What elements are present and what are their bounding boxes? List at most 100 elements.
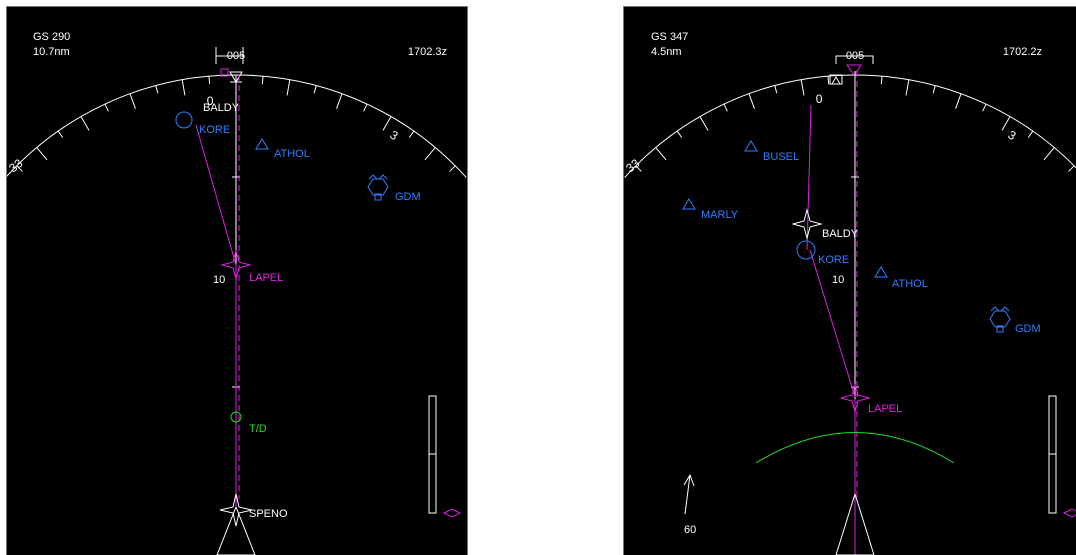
range-to-altitude-arc [755,432,955,464]
compass-tick [80,116,90,131]
selected-heading-bug [220,68,229,77]
waypoint-baldy-label: BALDY [822,228,859,240]
waypoint-kore-label: KORE [199,124,230,136]
top-of-descent-label: T/D [249,423,267,435]
compass-tick [1027,130,1034,138]
compass-tick [313,85,317,94]
compass-arc [624,74,1076,178]
active-waypoint-icon [220,249,252,281]
top-of-descent-icon [230,411,242,423]
heading-readout: 005 [227,50,245,62]
compass-tick [1001,116,1011,131]
waypoint-athol-label: ATHOL [274,148,310,160]
compass-label-3: 3 [1005,128,1018,144]
compass-label-33: 33 [624,156,643,175]
ownship-aircraft-icon [835,493,875,555]
ground-speed: GS 347 [651,31,688,43]
compass-tick [1043,147,1055,161]
vortac-icon [367,174,389,201]
compass-tick [635,165,642,172]
compass-tick [57,130,64,138]
waypoint-triangle-icon [682,198,696,210]
route-leg-kore-lapel [195,124,237,266]
nav-display-right: GS 347 4.5nm 1702.2z 005 0 3 33 10 BUSEL… [623,6,1076,555]
compass-tick [129,93,136,109]
compass-tick [748,93,755,109]
range-label: 10 [832,274,844,286]
compass-label-0: 0 [206,94,214,108]
range-label: 10 [213,274,225,286]
compass-tick [1068,165,1075,172]
active-waypoint-icon [839,383,871,414]
compass-tick [449,165,456,172]
compass-tick [676,130,683,138]
compass-rose [7,74,467,178]
waypoint-speno-label: SPENO [249,508,288,520]
compass-arc [7,74,467,178]
waypoint-lapel-label: LAPEL [249,272,283,284]
heading-pointer [829,74,843,85]
distance-to-waypoint: 4.5nm [651,46,682,58]
waypoint-gdm-label: GDM [395,191,421,203]
compass-rose [624,74,1076,178]
waypoint-gdm-label: GDM [1015,323,1041,335]
compass-tick [363,103,368,112]
compass-tick [424,147,436,161]
waypoint-triangle-icon [255,138,269,150]
compass-tick [723,103,728,112]
compass-tick [36,147,48,161]
waypoint-lapel-label: LAPEL [868,403,902,415]
distance-to-waypoint: 10.7nm [33,46,70,58]
route-leg-baldy [806,104,812,251]
heading-readout: 005 [846,50,864,62]
compass-tick [955,93,962,109]
compass-tick [155,85,159,94]
waypoint-baldy-icon [791,208,823,240]
route-leg-kore-lapel [809,249,856,398]
zulu-time: 1702.3z [408,46,447,58]
compass-tick [699,116,709,131]
compass-tick [16,165,23,172]
wind-arrow-icon [683,473,695,515]
compass-tick [982,103,987,112]
selected-heading-bug [846,64,862,76]
compass-tick [382,116,392,131]
nav-display-left: GS 290 10.7nm 1702.3z 005 0 3 33 10 BALD… [6,6,468,555]
waypoint-speno-icon [219,493,253,527]
waypoint-triangle-icon [744,140,758,152]
waypoint-kore-label: KORE [818,254,849,266]
deviation-pointer-icon [1062,508,1076,518]
compass-tick [336,93,343,109]
compass-tick [655,147,667,161]
heading-box-frame [835,55,874,64]
zulu-time: 1702.2z [1003,46,1042,58]
compass-tick [104,103,109,112]
vor-circle-icon [175,111,193,129]
compass-tick [408,130,415,138]
heading-box-frame [215,55,244,64]
compass-tick [774,85,778,94]
waypoint-baldy-label: BALDY [203,102,240,114]
compass-tick [286,79,291,96]
wind-speed: 60 [684,524,696,536]
compass-tick [932,85,936,94]
compass-label-3: 3 [387,128,400,144]
compass-tick [208,76,211,85]
compass-tick [181,79,186,96]
deviation-pointer-icon [442,508,462,518]
waypoint-athol-label: ATHOL [892,278,928,290]
ownship-aircraft-icon [216,506,256,555]
waypoint-busel-label: BUSEL [763,151,799,163]
compass-tick [800,79,805,96]
compass-tick [905,79,910,96]
compass-tick [827,76,830,85]
compass-label-0: 0 [815,92,823,106]
ground-speed: GS 290 [33,31,70,43]
waypoint-triangle-icon [874,266,888,278]
compass-tick [880,76,883,85]
waypoint-marly-label: MARLY [701,209,739,221]
heading-box-bracket [215,47,244,56]
vor-circle-icon [796,240,816,260]
vortac-icon [989,306,1011,333]
compass-tick [261,76,264,85]
